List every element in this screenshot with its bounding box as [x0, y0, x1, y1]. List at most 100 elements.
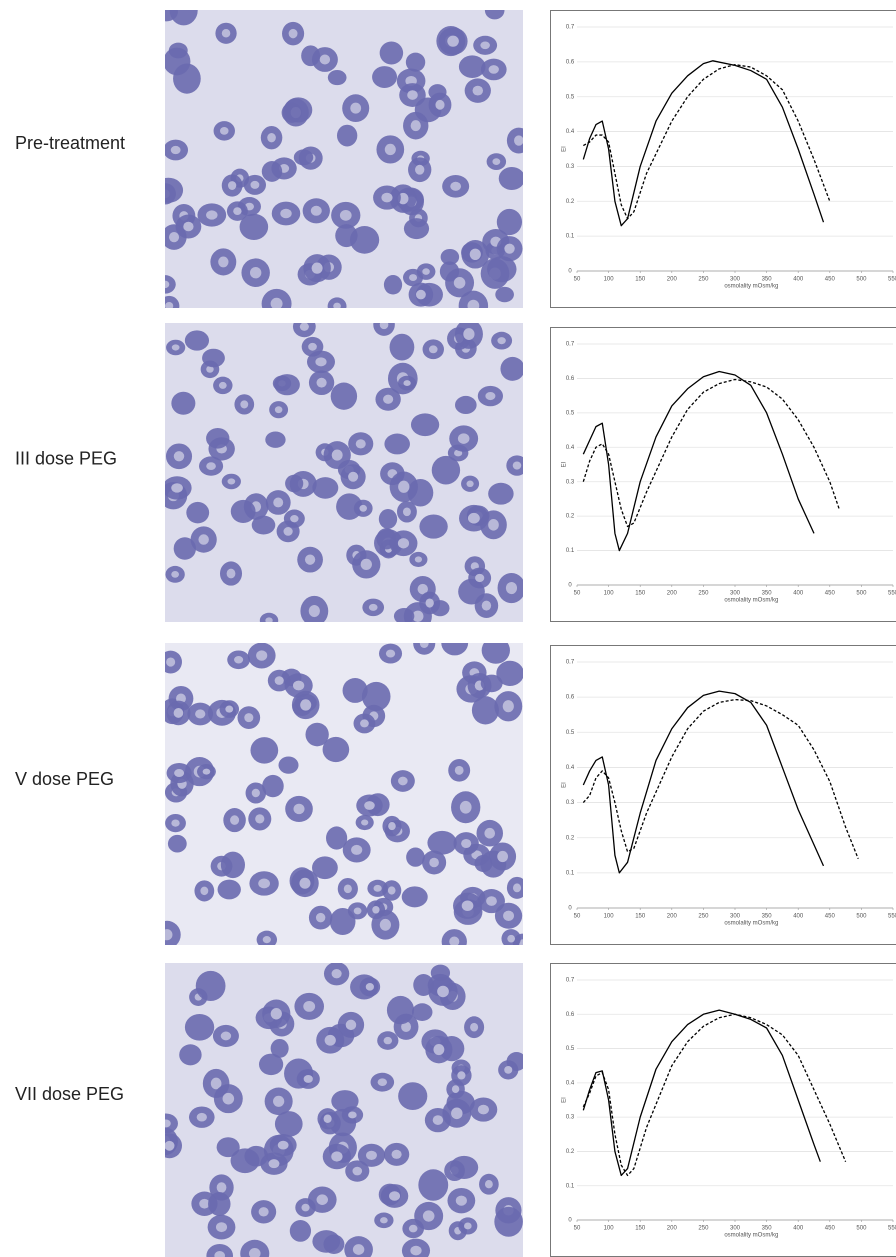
cell	[305, 722, 329, 747]
x-tick-label: 350	[762, 914, 773, 920]
x-axis-label: osmolality mOsm/kg	[724, 1233, 778, 1239]
cell	[495, 286, 514, 303]
cell-center	[385, 649, 396, 658]
cell-center	[273, 1095, 285, 1107]
cell-center	[249, 266, 262, 279]
cell-center	[503, 910, 515, 921]
cell-center	[220, 1031, 232, 1041]
cell-center	[274, 406, 283, 414]
cell	[379, 41, 404, 65]
cell-center	[379, 918, 391, 931]
series-line	[582, 1009, 821, 1177]
cell-center	[451, 1085, 460, 1094]
x-tick-label: 100	[604, 914, 615, 920]
cell	[312, 477, 339, 499]
cell-center	[389, 1191, 401, 1201]
cell	[405, 52, 426, 72]
cell-center	[447, 35, 459, 47]
x-axis-label: osmolality mOsm/kg	[724, 921, 778, 927]
cell-center	[403, 380, 411, 387]
x-tick-label: 300	[730, 277, 741, 283]
cell-center	[497, 850, 509, 863]
cell-center	[459, 800, 472, 814]
cell-center	[397, 538, 410, 549]
cell-center	[311, 262, 323, 274]
cell	[270, 1038, 289, 1058]
y-tick-label: 0.5	[566, 730, 575, 736]
x-tick-label: 550	[888, 591, 896, 597]
cell	[274, 374, 300, 396]
cell	[330, 382, 358, 410]
series-line	[582, 698, 859, 860]
cell-center	[303, 1000, 316, 1012]
cell-center	[383, 394, 394, 404]
cell	[401, 886, 428, 908]
micrograph	[165, 963, 523, 1257]
x-tick-label: 150	[635, 591, 646, 597]
cell	[251, 515, 276, 535]
y-tick-label: 0.2	[566, 199, 575, 205]
cell-center	[467, 299, 480, 308]
x-tick-label: 100	[604, 277, 615, 283]
cell-center	[355, 439, 366, 449]
cell-center	[365, 982, 374, 991]
cell-center	[215, 1222, 228, 1233]
cell-center	[463, 328, 475, 341]
cell-center	[202, 768, 211, 775]
chart-panel: 0 0.1 0.2 0.3 0.4 0.5 0.6 0.7 50 100 150 200 250 300 3…	[550, 963, 896, 1257]
cell-center	[283, 527, 293, 536]
cell	[484, 10, 505, 20]
cell	[403, 218, 430, 240]
cell-center	[171, 570, 180, 578]
cell-center	[333, 302, 341, 308]
cell-center	[199, 1198, 210, 1209]
cell	[384, 433, 410, 455]
y-axis-label: EI	[562, 461, 568, 467]
cell-center	[512, 461, 522, 470]
series-line	[582, 370, 815, 552]
cell	[217, 879, 241, 900]
cell-center	[350, 102, 362, 114]
cell	[165, 47, 191, 76]
cell-center	[484, 827, 496, 839]
y-tick-label: 0.1	[566, 1183, 575, 1189]
x-tick-label: 550	[888, 277, 896, 283]
y-tick-label: 0	[568, 583, 572, 589]
cell-center	[407, 90, 418, 100]
cell-center	[486, 896, 497, 906]
y-tick-label: 0.6	[566, 376, 575, 382]
cell	[410, 413, 440, 437]
cell-center	[222, 1092, 235, 1105]
cell-center	[435, 99, 445, 110]
cell-center	[437, 985, 449, 998]
cells	[165, 10, 523, 308]
y-tick-label: 0.3	[566, 164, 575, 170]
cell-center	[514, 135, 523, 146]
cell-center	[381, 192, 393, 203]
cell-center	[387, 886, 396, 895]
cell	[261, 161, 283, 182]
cell-center	[303, 1074, 313, 1083]
cell-center	[417, 583, 428, 595]
cell-center	[256, 650, 268, 661]
cell	[406, 847, 425, 867]
cell	[327, 69, 347, 86]
chart-frame	[550, 10, 896, 308]
cell-center	[419, 643, 429, 648]
cell-center	[315, 357, 327, 367]
series-line	[582, 1013, 847, 1177]
y-tick-label: 0.7	[566, 342, 575, 348]
cell	[326, 826, 348, 850]
cell-center	[234, 656, 244, 664]
cell	[216, 1137, 240, 1158]
cell-center	[410, 120, 421, 132]
y-tick-label: 0.5	[566, 94, 575, 100]
cell-center	[352, 1244, 365, 1255]
x-tick-label: 500	[856, 591, 867, 597]
cell-center	[198, 534, 209, 545]
cell-center	[484, 1180, 493, 1189]
cell	[413, 643, 436, 655]
cell-center	[270, 1008, 282, 1020]
y-tick-label: 0.1	[566, 234, 575, 240]
